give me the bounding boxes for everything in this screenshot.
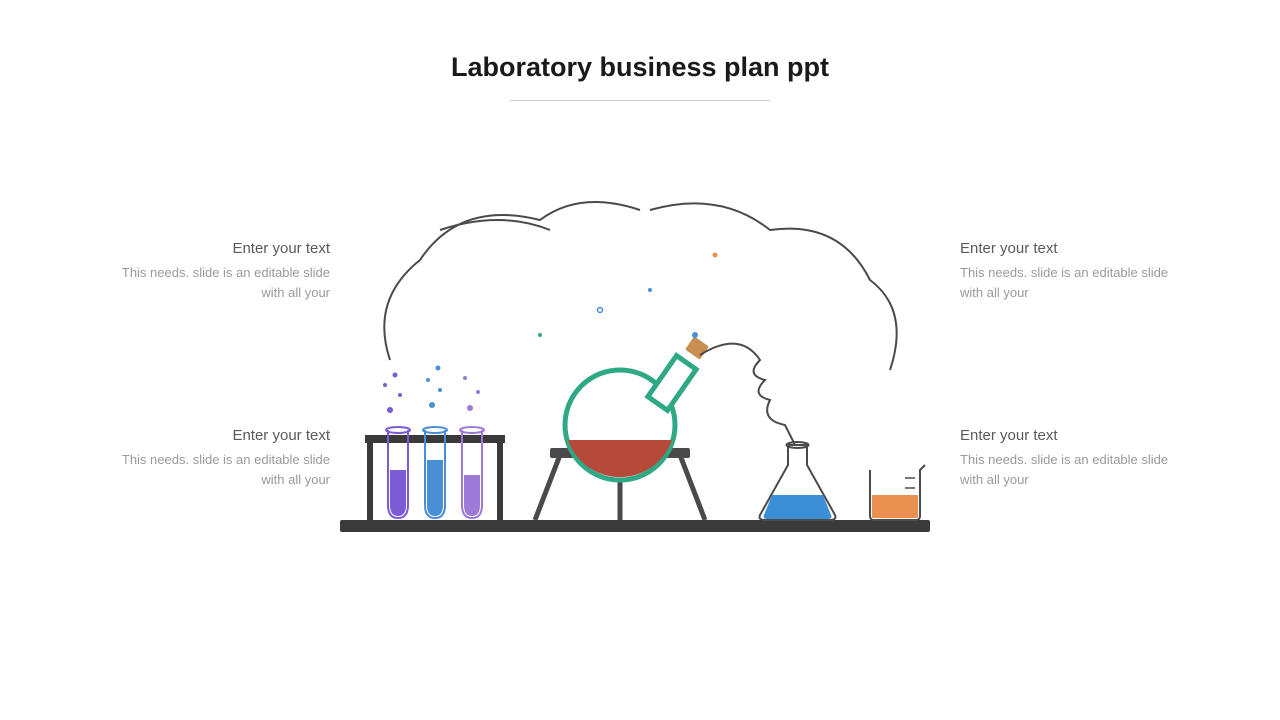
round-flask [565, 336, 709, 480]
text-block-top-left: Enter your text This needs. slide is an … [110, 240, 330, 302]
block-desc: This needs. slide is an editable slide w… [110, 263, 330, 302]
lab-illustration [340, 180, 940, 560]
slide-title: Laboratory business plan ppt [451, 52, 829, 83]
text-block-bottom-right: Enter your text This needs. slide is an … [960, 427, 1180, 489]
text-block-top-right: Enter your text This needs. slide is an … [960, 240, 1180, 302]
block-title: Enter your text [110, 240, 330, 257]
block-title: Enter your text [110, 427, 330, 444]
block-desc: This needs. slide is an editable slide w… [110, 450, 330, 489]
block-title: Enter your text [960, 240, 1180, 257]
block-title: Enter your text [960, 427, 1180, 444]
conical-flask [760, 442, 836, 520]
title-underline [510, 100, 770, 101]
block-desc: This needs. slide is an editable slide w… [960, 450, 1180, 489]
beaker [870, 465, 925, 520]
text-block-bottom-left: Enter your text This needs. slide is an … [110, 427, 330, 489]
block-desc: This needs. slide is an editable slide w… [960, 263, 1180, 302]
